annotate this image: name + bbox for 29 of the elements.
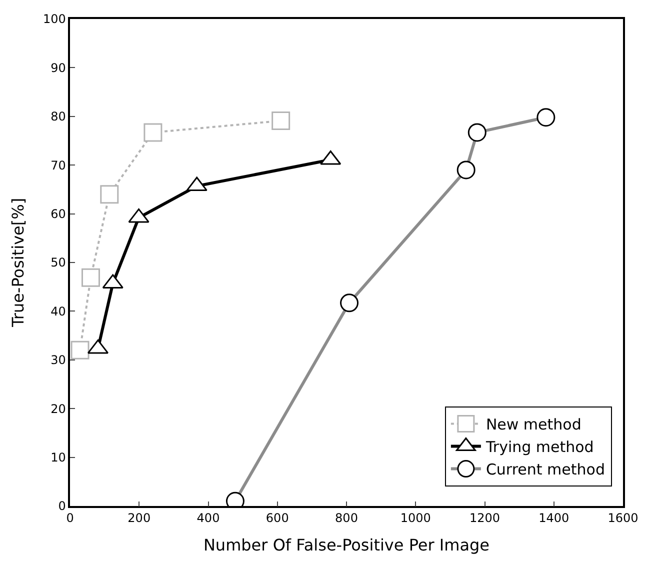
x-tick-label: 800 xyxy=(335,511,358,526)
x-tick-label: 1400 xyxy=(538,511,570,526)
x-axis-title: Number Of False-Positive Per Image xyxy=(203,535,490,554)
x-tick-label: 1000 xyxy=(400,511,431,526)
y-tick-label: 50 xyxy=(50,256,66,270)
legend-label: Current method xyxy=(486,460,605,479)
y-tick-label: 20 xyxy=(50,402,66,416)
y-tick-label: 70 xyxy=(50,158,66,172)
y-tick-label: 80 xyxy=(50,110,66,124)
x-tick-label: 200 xyxy=(128,511,151,526)
point xyxy=(81,268,100,287)
y-tick-label: 30 xyxy=(50,353,66,368)
x-tick-label: 1600 xyxy=(608,511,638,526)
y-tick-label: 0 xyxy=(58,499,66,514)
point xyxy=(272,112,290,130)
point xyxy=(70,340,90,360)
legend-label: New method xyxy=(486,416,582,434)
y-tick-label: 90 xyxy=(50,60,66,75)
legend-label: Trying method xyxy=(484,438,594,456)
y-tick-label: 100 xyxy=(42,12,66,26)
y-tick-label: 60 xyxy=(50,207,66,221)
y-axis-title: True-Positive[%] xyxy=(8,198,28,328)
x-tick-label: 400 xyxy=(196,511,220,526)
y-tick-label: 40 xyxy=(50,304,66,318)
point xyxy=(144,123,162,142)
x-tick-label: 1200 xyxy=(469,511,500,526)
point xyxy=(100,185,119,204)
y-tick-label: 10 xyxy=(50,450,66,464)
x-tick-label: 600 xyxy=(266,511,289,526)
